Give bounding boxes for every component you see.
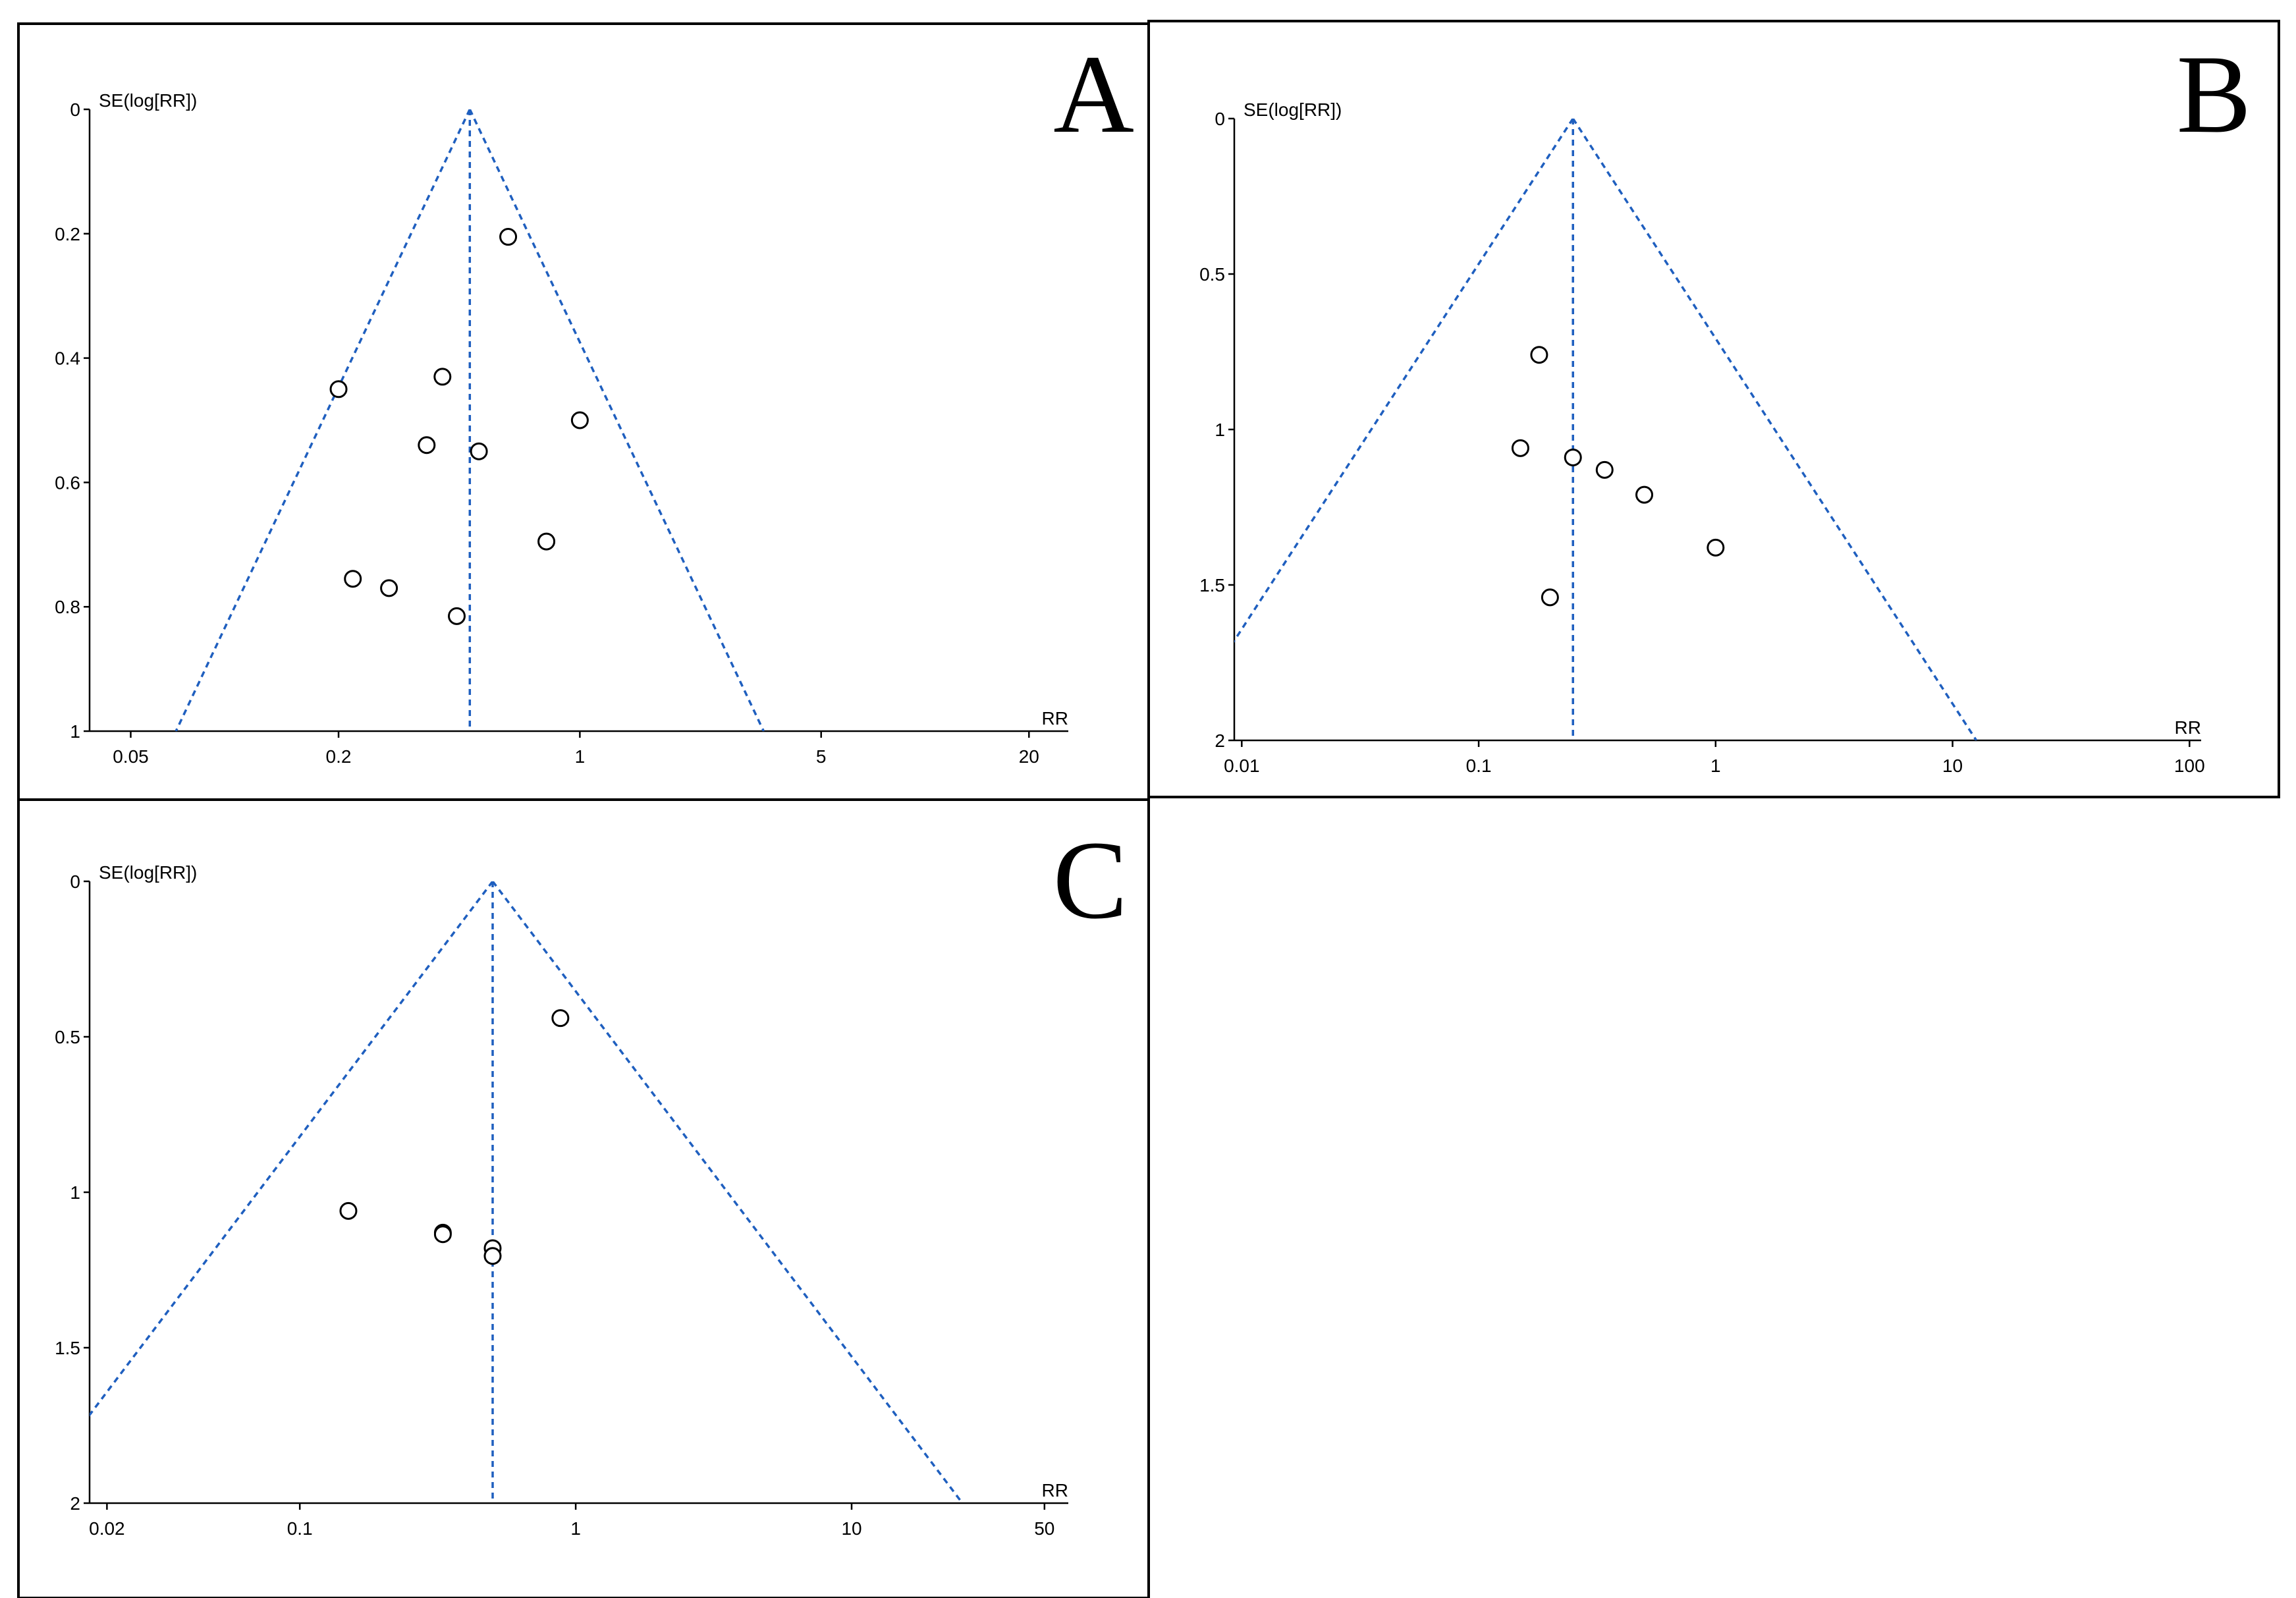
- panel-a-y-tick-label: 1: [70, 721, 80, 742]
- panel-b-funnel-left: [1234, 119, 1574, 643]
- panel-c-funnel-left: [90, 881, 494, 1417]
- panel-a-study-point: [470, 442, 488, 460]
- panel-a-study-point: [447, 607, 466, 625]
- panel-c-study-point: [433, 1225, 452, 1244]
- panel-c-border: [17, 798, 1150, 1598]
- panel-c-y-axis-title: SE(log[RR]): [99, 862, 197, 883]
- panel-a-x-tick-label: 1: [575, 746, 586, 767]
- panel-c-x-axis-title: RR: [1042, 1480, 1068, 1501]
- panel-c-x-tick-label: 10: [841, 1518, 861, 1539]
- panel-c-funnel-right: [491, 881, 964, 1503]
- panel-b-x-tick-label: 1: [1710, 756, 1721, 776]
- panel-a-funnel-left: [175, 109, 471, 731]
- panel-a-x-tick-label: 5: [816, 746, 827, 767]
- panel-c-study-point: [551, 1009, 570, 1028]
- panel-c-y-tick-label: 2: [70, 1493, 80, 1514]
- panel-a-y-axis-title: SE(log[RR]): [99, 90, 197, 111]
- panel-c-x-tick-label: 0.1: [287, 1518, 313, 1539]
- panel-b-y-tick-label: 0: [1215, 109, 1225, 129]
- panel-b-border: [1147, 20, 2280, 798]
- panel-b-study-point: [1511, 439, 1529, 457]
- panel-b: B 0 0.5 1 1.5 2 0.01 0.1 1 10 100 SE(log[RR]) RR: [1147, 20, 2280, 798]
- panel-a-letter: A: [1053, 32, 1134, 156]
- panel-b-study-point: [1530, 346, 1548, 364]
- panel-c-study-point: [483, 1247, 502, 1265]
- panel-c-letter: C: [1053, 818, 1128, 942]
- panel-b-study-point: [1564, 448, 1582, 466]
- panel-b-study-point: [1595, 460, 1614, 479]
- panel-a-funnel-right: [468, 109, 765, 731]
- panel-c-study-point: [339, 1201, 358, 1220]
- panel-b-x-tick-label: 10: [1942, 756, 1963, 776]
- panel-c-y-tick-label: 0.5: [55, 1027, 80, 1047]
- panel-a-y-tick-label: 0.8: [55, 597, 80, 617]
- panel-a-x-tick-label: 20: [1019, 746, 1039, 767]
- panel-a-y-tick-label: 0.2: [55, 224, 80, 244]
- panel-a: A 0 0.2 0.4 0.6 0.8 1 0.05 0.2 1 5 20 SE(log[RR]) RR: [17, 22, 1150, 801]
- panel-b-study-point: [1541, 588, 1559, 607]
- panel-c-plot: 0 0.5 1 1.5 2 0.02 0.1 1 10 50 SE(log[RR]) RR: [55, 862, 1068, 1539]
- panel-c-y-tick-label: 1: [70, 1182, 80, 1203]
- panel-a-study-point: [344, 570, 362, 588]
- panel-b-funnel-right: [1572, 119, 1978, 740]
- panel-b-x-tick-label: 0.1: [1466, 756, 1492, 776]
- panel-b-y-tick-label: 2: [1215, 730, 1225, 751]
- panel-b-plot: 0 0.5 1 1.5 2 0.01 0.1 1 10 100 SE(log[RR]) RR: [1199, 99, 2205, 776]
- panel-b-study-point: [1707, 538, 1725, 557]
- panel-a-plot: 0 0.2 0.4 0.6 0.8 1 0.05 0.2 1 5 20 SE(log[RR]) RR: [55, 90, 1068, 767]
- panel-b-x-axis-title: RR: [2175, 717, 2201, 738]
- panel-b-y-tick-label: 0.5: [1199, 264, 1225, 285]
- panel-b-y-tick-label: 1: [1215, 420, 1225, 440]
- panel-c-y-tick-label: 1.5: [55, 1338, 80, 1358]
- panel-b-letter: B: [2177, 32, 2251, 156]
- panel-b-study-point: [1635, 485, 1654, 504]
- panel-b-x-tick-label: 100: [2174, 756, 2205, 776]
- panel-a-study-point: [418, 436, 436, 455]
- panel-a-x-axis-title: RR: [1042, 708, 1068, 729]
- panel-c-x-tick-label: 50: [1034, 1518, 1054, 1539]
- panel-a-study-point: [499, 228, 518, 246]
- panel-a-study-point: [570, 411, 589, 429]
- panel-a-study-point: [537, 532, 556, 551]
- panel-b-y-axis-title: SE(log[RR]): [1244, 99, 1342, 120]
- panel-a-x-tick-label: 0.2: [326, 746, 352, 767]
- panel-b-y-tick-label: 1.5: [1199, 575, 1225, 595]
- panel-a-study-point: [329, 380, 348, 399]
- panel-c-y-tick-label: 0: [70, 871, 80, 892]
- panel-a-border: [17, 22, 1150, 801]
- panel-a-y-tick-label: 0.4: [55, 348, 80, 369]
- panel-a-y-tick-label: 0.6: [55, 472, 80, 493]
- panel-c-x-tick-label: 0.02: [89, 1518, 125, 1539]
- panel-b-x-tick-label: 0.01: [1224, 756, 1260, 776]
- panel-c-x-tick-label: 1: [570, 1518, 581, 1539]
- panel-a-x-tick-label: 0.05: [113, 746, 149, 767]
- panel-a-study-point: [433, 368, 452, 386]
- panel-c: C 0 0.5 1 1.5 2 0.02 0.1 1 10 50 SE(log[RR]) RR: [17, 798, 1150, 1598]
- panel-a-study-point: [380, 579, 398, 597]
- panel-a-y-tick-label: 0: [70, 99, 80, 120]
